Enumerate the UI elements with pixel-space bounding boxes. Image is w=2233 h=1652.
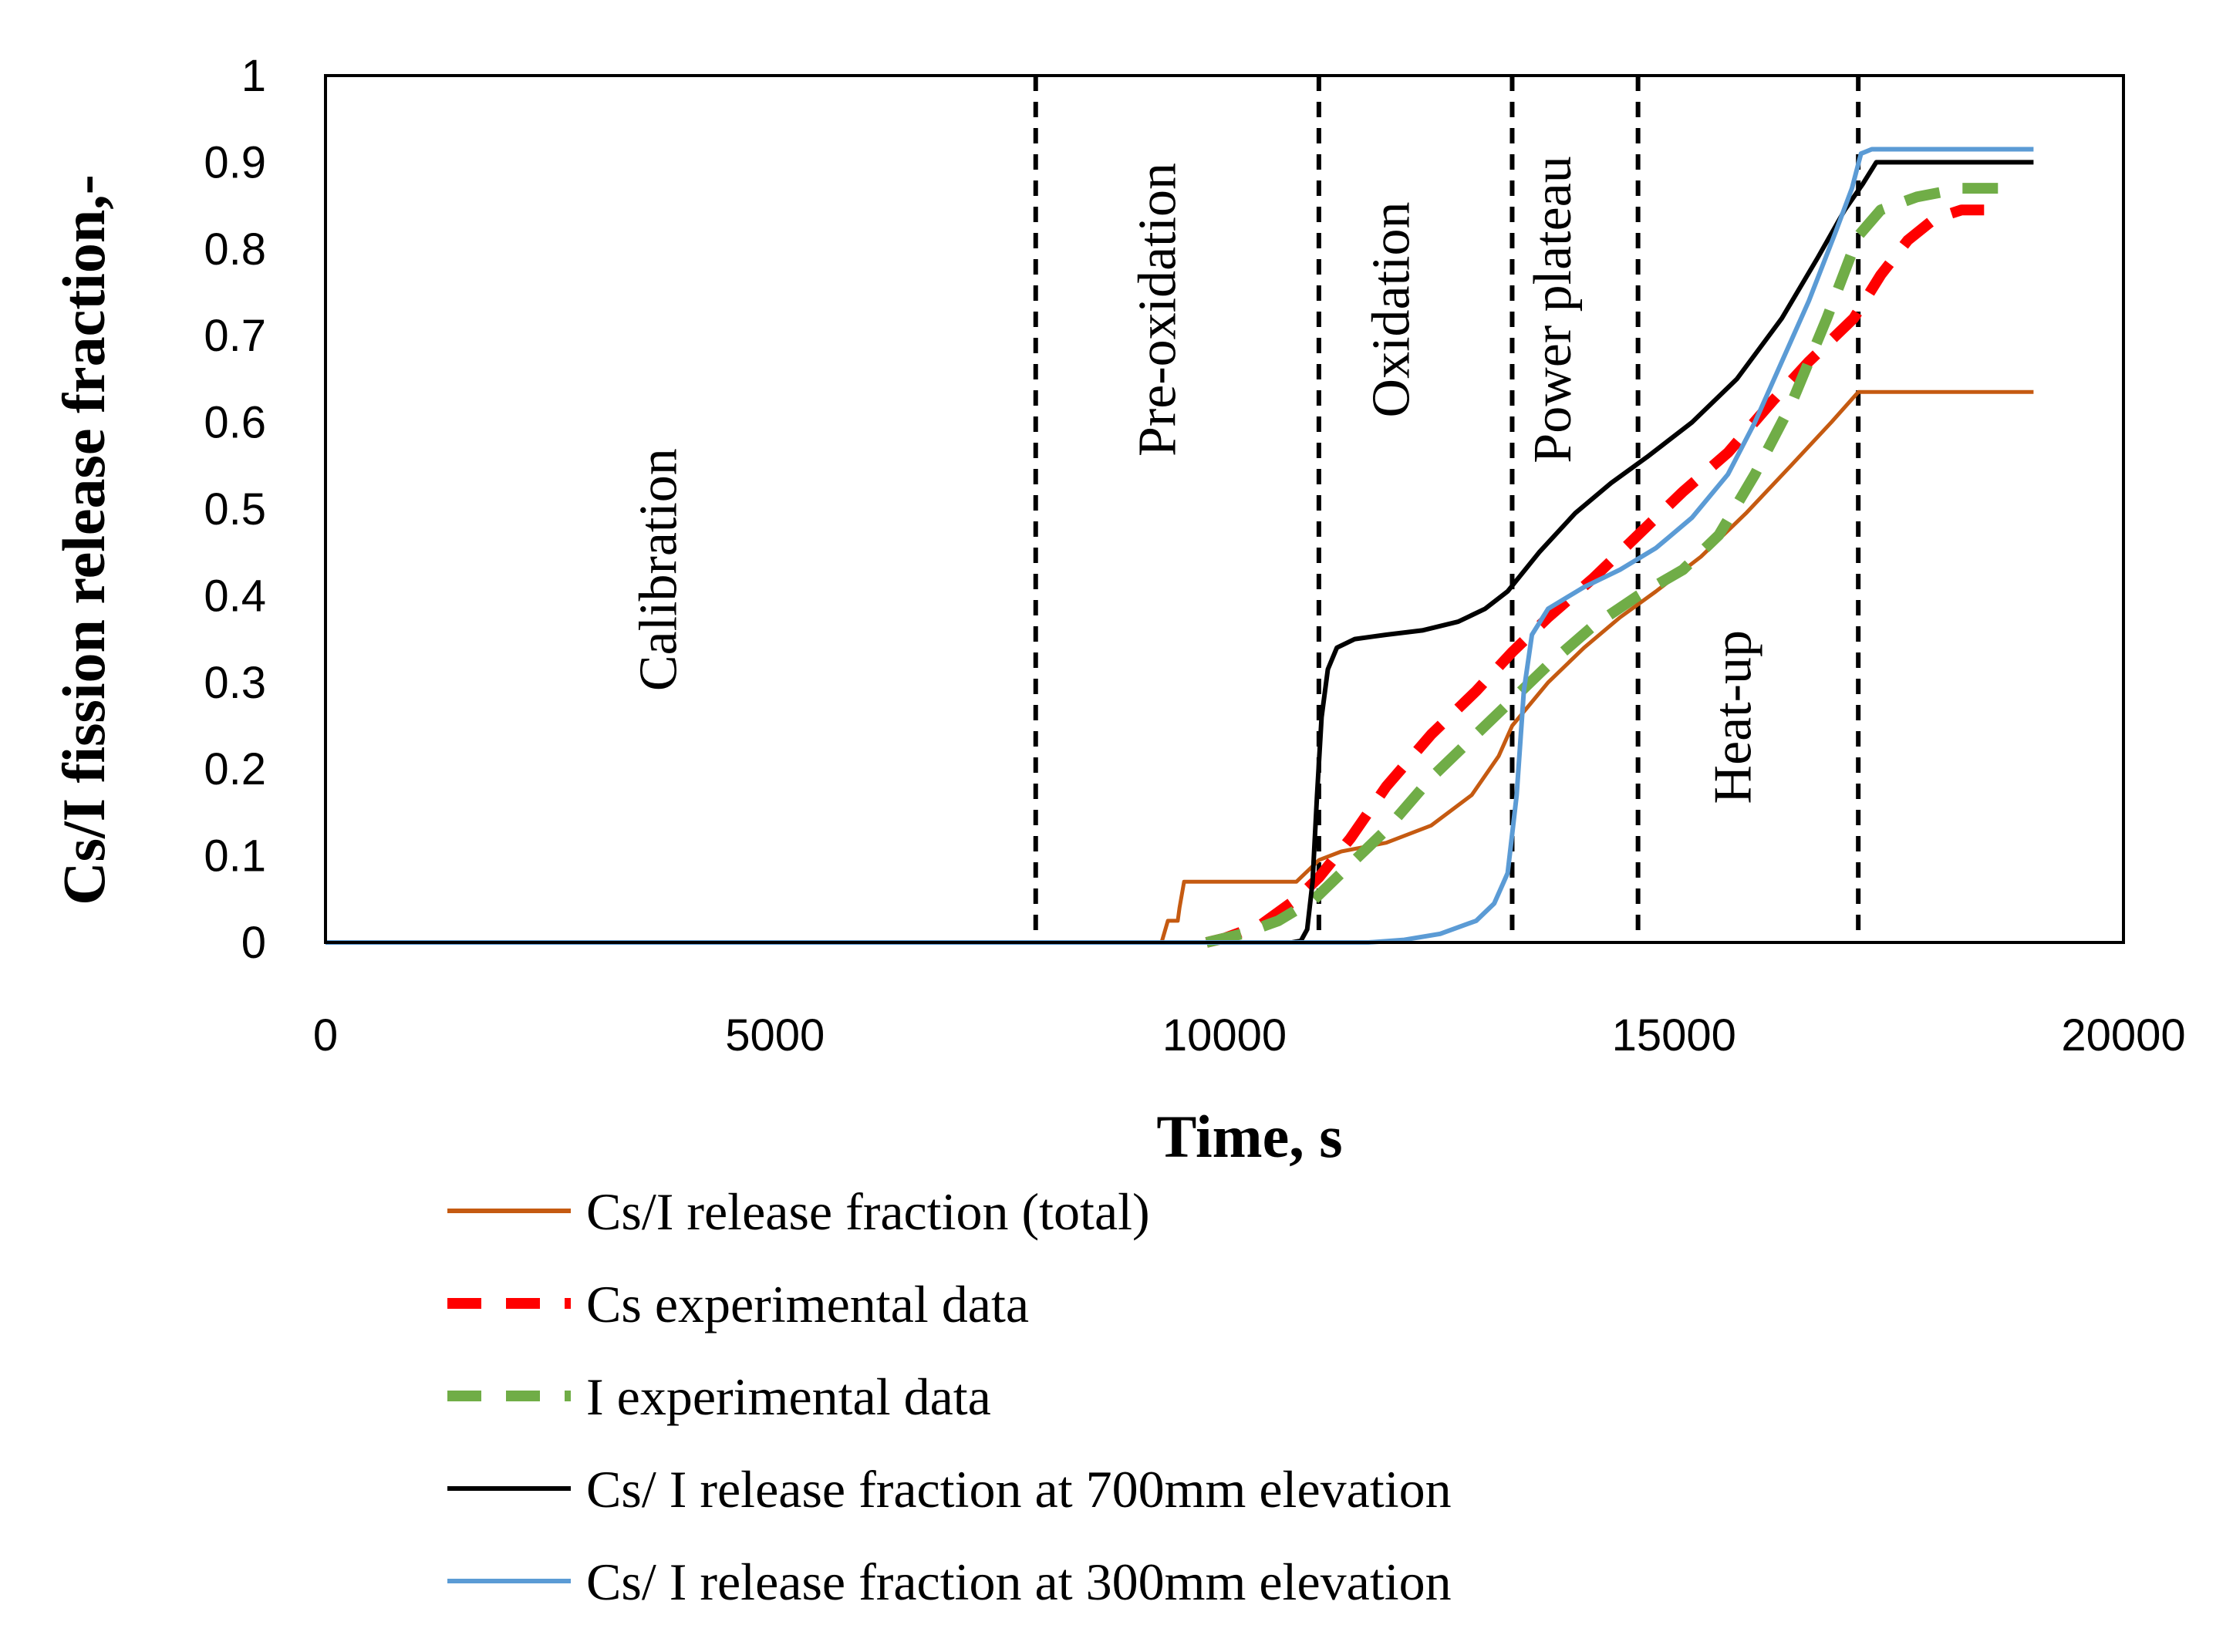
phase-labels: Calibration Pre-oxidation Oxidation Power p… <box>629 156 1763 804</box>
y-tick-label: 0.3 <box>204 658 266 708</box>
plot-area-frame <box>324 74 2125 944</box>
legend-label: Cs/I release fraction (total) <box>586 1182 1150 1241</box>
series-line-1 <box>1205 204 1985 948</box>
legend-label: I experimental data <box>586 1367 991 1426</box>
legend-label: Cs/ I release fraction at 300mm elevatio… <box>586 1553 1452 1611</box>
y-tick-label: 1 <box>241 51 266 101</box>
y-axis-ticks: 0 0.1 0.2 0.3 0.4 0.5 0.6 0.7 0.8 0.9 1 <box>204 51 266 968</box>
phase-label: Oxidation <box>1361 201 1421 417</box>
series-line-0 <box>326 389 2034 945</box>
x-tick-label: 20000 <box>2061 1010 2185 1060</box>
y-tick-label: 0.2 <box>204 744 266 794</box>
legend-label: Cs/ I release fraction at 700mm elevatio… <box>586 1460 1452 1519</box>
x-axis-title: Time, s <box>1156 1103 1342 1170</box>
series-line-4 <box>326 147 2034 945</box>
y-tick-label: 0.7 <box>204 311 266 361</box>
legend-label: Cs experimental data <box>586 1275 1029 1333</box>
y-tick-label: 0.8 <box>204 224 266 275</box>
phase-label: Pre-oxidation <box>1128 163 1187 457</box>
phase-label: Calibration <box>629 448 689 691</box>
x-tick-label: 5000 <box>725 1010 825 1060</box>
x-tick-label: 15000 <box>1612 1010 1736 1060</box>
series-line-3 <box>326 160 2034 945</box>
phase-label: Heat-up <box>1703 630 1762 804</box>
y-tick-label: 0.1 <box>204 831 266 882</box>
y-tick-label: 0.4 <box>204 571 266 621</box>
y-tick-label: 0.5 <box>204 484 266 534</box>
series-line-2 <box>1205 183 2016 948</box>
y-axis-title: Cs/I fission release fraction,- <box>50 174 117 905</box>
x-tick-label: 10000 <box>1162 1010 1287 1060</box>
x-tick-label: 0 <box>313 1010 338 1060</box>
phase-label: Power plateau <box>1523 156 1583 463</box>
y-tick-label: 0 <box>241 918 266 968</box>
y-tick-label: 0.6 <box>204 398 266 448</box>
x-axis-ticks: 0 5000 10000 15000 20000 <box>313 1010 2186 1060</box>
legend: Cs/I release fraction (total) Cs experime… <box>447 1182 1452 1611</box>
y-tick-label: 0.9 <box>204 137 266 187</box>
series-layer <box>326 147 2034 948</box>
